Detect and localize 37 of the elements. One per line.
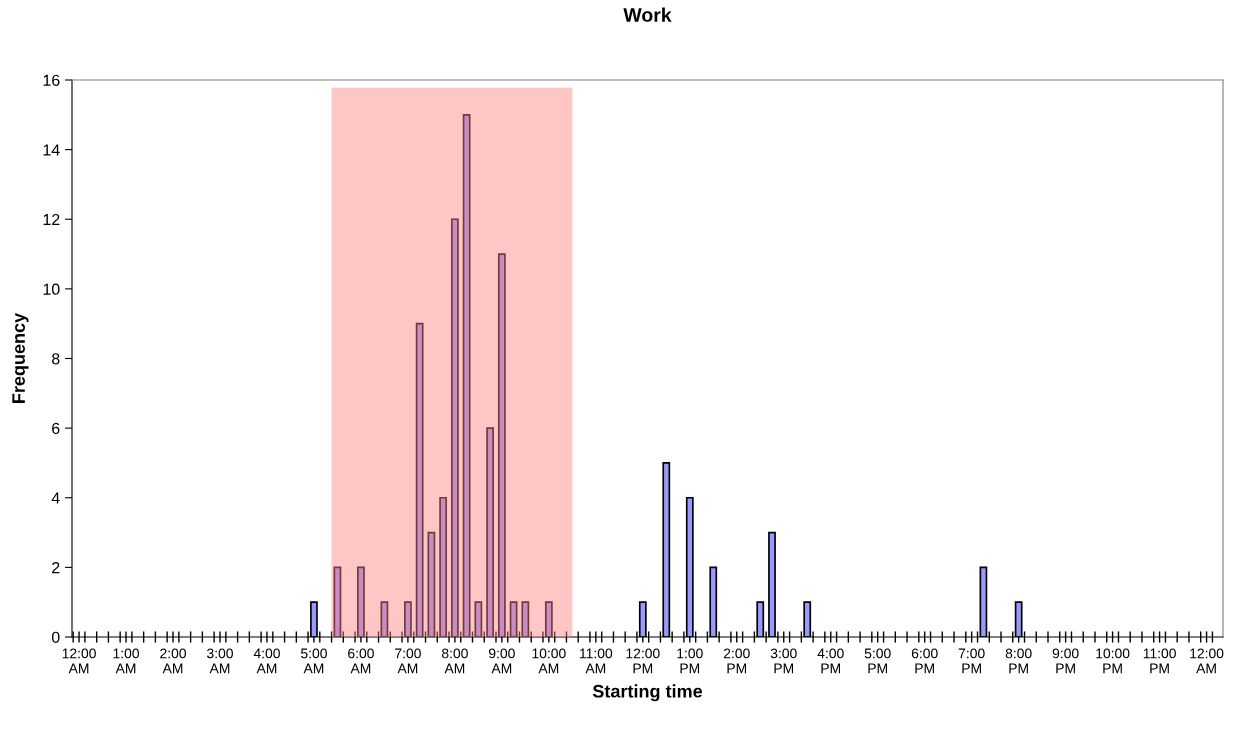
chart-title: Work xyxy=(623,7,672,22)
y-tick-label: 8 xyxy=(52,353,60,365)
x-tick-label: 3:00 PM xyxy=(770,648,797,674)
x-tick-label: 2:00 AM xyxy=(160,648,186,674)
x-tick-label: 4:00 PM xyxy=(817,648,844,674)
x-tick-label: 12:00 AM xyxy=(1190,648,1224,674)
x-tick-label: 7:00 PM xyxy=(958,648,985,674)
y-tick-label: 10 xyxy=(43,283,60,295)
x-tick-label: 5:00 PM xyxy=(864,648,891,674)
y-tick-label: 2 xyxy=(52,562,60,574)
x-tick-label: 9:00 PM xyxy=(1052,648,1079,674)
y-tick-label: 16 xyxy=(43,74,60,86)
y-tick-label: 0 xyxy=(51,631,60,643)
x-tick-label: 7:00 AM xyxy=(395,648,421,674)
x-tick-label: 11:00 PM xyxy=(1143,648,1176,674)
y-axis-title: Frequency xyxy=(12,312,29,403)
y-tick-label: 12 xyxy=(43,213,60,226)
x-tick-label: 5:00 AM xyxy=(300,648,327,674)
x-tick-label: 12:00 PM xyxy=(626,648,660,674)
y-tick-label: 14 xyxy=(43,144,60,156)
x-tick-label: 12:00 AM xyxy=(62,648,96,674)
x-axis-title: Starting time xyxy=(592,684,703,702)
x-tick-label: 10:00 PM xyxy=(1096,648,1130,674)
x-tick-label: 9:00 AM xyxy=(489,648,515,674)
x-tick-label: 10:00 AM xyxy=(532,648,566,674)
x-tick-label: 8:00 AM xyxy=(441,648,468,674)
x-tick-label: 3:00 AM xyxy=(207,648,233,674)
x-tick-label: 6:00 AM xyxy=(348,648,374,674)
y-tick-label: 6 xyxy=(52,422,60,435)
x-tick-label: 2:00 PM xyxy=(723,648,750,674)
x-tick-label: 4:00 AM xyxy=(253,648,280,674)
x-tick-label: 8:00 PM xyxy=(1005,648,1032,674)
y-tick-label: 4 xyxy=(51,492,60,504)
x-tick-label: 1:00 PM xyxy=(677,648,703,674)
x-tick-label: 1:00 AM xyxy=(113,648,139,674)
x-tick-label: 11:00 AM xyxy=(580,648,613,674)
x-tick-label: 6:00 PM xyxy=(911,648,938,674)
